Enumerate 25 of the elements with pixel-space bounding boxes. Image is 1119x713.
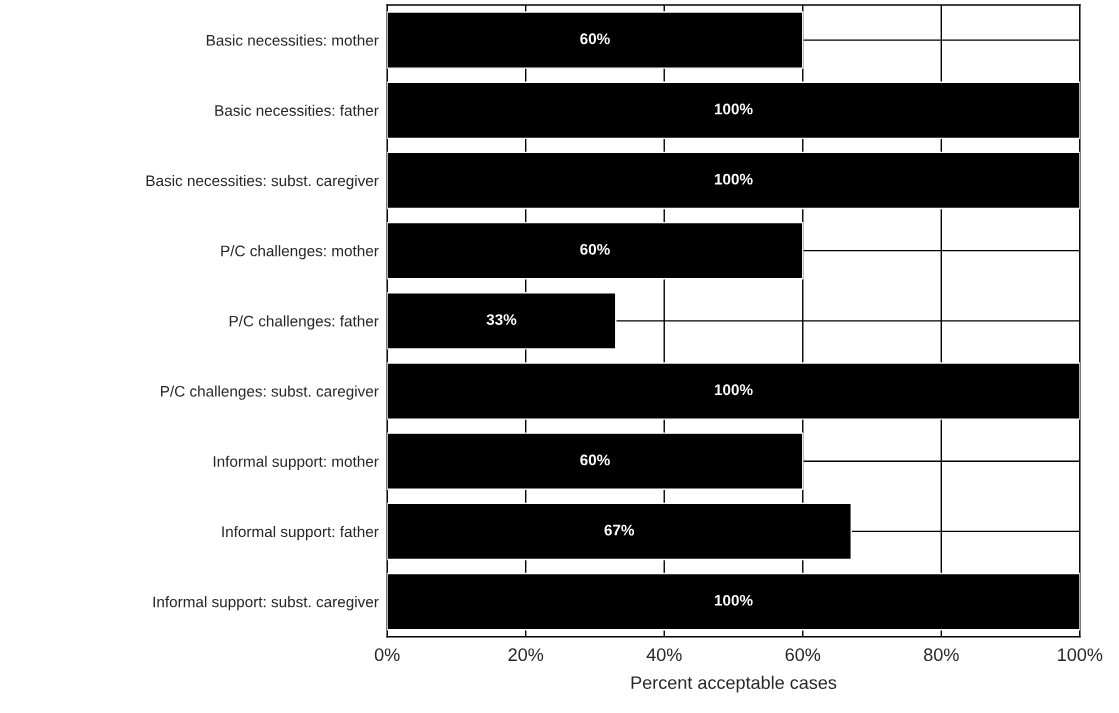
data-label: 33% <box>486 314 517 325</box>
y-tick-label: Informal support: subst. caregiver <box>153 596 379 611</box>
data-label: 100% <box>714 173 753 185</box>
x-tick-label: 60% <box>785 648 821 662</box>
data-label: 67% <box>604 524 635 536</box>
y-tick-label: Basic necessities: mother <box>206 34 379 46</box>
x-tick-label: 40% <box>646 648 682 662</box>
y-tick-label: Basic necessities: subst. caregiver <box>146 174 379 190</box>
y-tick-label: Informal support: mother <box>213 455 379 470</box>
y-tick-label: P/C challenges: mother <box>221 245 379 260</box>
y-tick-label: Informal support: father <box>222 525 379 541</box>
y-tick-label: P/C challenges: subst. caregiver <box>161 385 379 400</box>
x-tick-label: 20% <box>508 648 544 662</box>
x-tick-label: 100% <box>1058 648 1103 662</box>
x-axis-title: Percent acceptable cases <box>631 675 837 693</box>
data-label: 100% <box>714 384 753 396</box>
data-label: 100% <box>714 594 753 606</box>
y-tick-label: Basic necessities: father <box>215 104 379 116</box>
y-tick-label: P/C challenges: father <box>229 315 379 330</box>
data-label: 60% <box>580 243 610 255</box>
data-label: 60% <box>580 454 610 466</box>
x-tick-label: 80% <box>924 648 959 662</box>
x-tick-label: 0% <box>374 648 400 662</box>
data-label: 60% <box>580 33 610 45</box>
data-label: 100% <box>714 103 753 115</box>
